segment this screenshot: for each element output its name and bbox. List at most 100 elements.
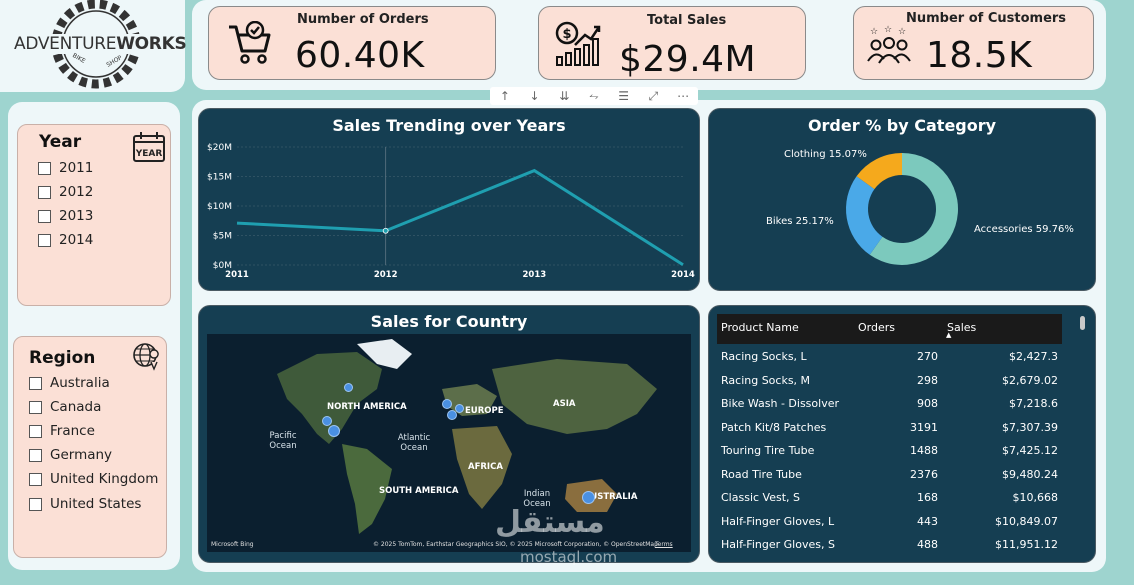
map-bubble-canada[interactable] bbox=[344, 383, 353, 392]
y-tick-label: $15M bbox=[207, 173, 232, 183]
expand-hierarchy-icon[interactable]: ⥊ bbox=[589, 88, 599, 103]
region-option-canada[interactable]: Canada bbox=[29, 398, 101, 416]
region-option-australia[interactable]: Australia bbox=[29, 374, 110, 392]
cell-orders: 908 bbox=[917, 397, 938, 410]
map-bubble-us-west[interactable] bbox=[322, 416, 332, 426]
y-tick-label: $5M bbox=[213, 232, 232, 242]
region-option-united-kingdom[interactable]: United Kingdom bbox=[29, 470, 158, 488]
cell-orders: 168 bbox=[917, 491, 938, 504]
column-header-sales[interactable]: Sales bbox=[947, 321, 977, 334]
map-bubble-us[interactable] bbox=[328, 425, 340, 437]
kpi-card-customers[interactable]: ☆ ☆ ☆ Number of Customers 18.5K bbox=[853, 6, 1094, 80]
year-option-2014[interactable]: 2014 bbox=[38, 231, 93, 249]
year-option-2013[interactable]: 2013 bbox=[38, 207, 93, 225]
region-option-germany[interactable]: Germany bbox=[29, 446, 112, 464]
kpi-card-orders[interactable]: Number of Orders 60.40K bbox=[208, 6, 496, 80]
region-slicer: Region Australia Canada France Germany U… bbox=[13, 336, 167, 558]
filter-icon[interactable]: ☰ bbox=[618, 89, 630, 103]
column-header-orders[interactable]: Orders bbox=[858, 321, 895, 334]
region-option-france[interactable]: France bbox=[29, 422, 95, 440]
more-options-icon[interactable]: ⋯ bbox=[677, 89, 690, 103]
donut-label-accessories: Accessories 59.76% bbox=[974, 224, 1074, 235]
map-bubble-uk[interactable] bbox=[442, 399, 452, 409]
column-header-product[interactable]: Product Name bbox=[721, 321, 799, 334]
map-label-australia: AUSTRALIA bbox=[584, 492, 638, 502]
checkbox[interactable] bbox=[38, 185, 51, 199]
map-label-asia: ASIA bbox=[553, 399, 576, 409]
category-donut-chart[interactable]: Order % by Category Clothing 15.07% Bike… bbox=[708, 108, 1096, 291]
cell-product: Patch Kit/8 Patches bbox=[721, 420, 827, 434]
sales-map[interactable]: NORTH AMERICA EUROPE ASIA AFRICA SOUTH A… bbox=[207, 334, 691, 552]
calendar-year-icon: YEAR bbox=[132, 131, 166, 167]
checkbox[interactable] bbox=[29, 497, 42, 511]
x-tick-label: 2012 bbox=[374, 270, 398, 280]
table-row[interactable]: Classic Vest, S 168 $10,668 bbox=[717, 487, 1062, 510]
table-row[interactable]: Half-Finger Gloves, S 488 $11,951.12 bbox=[717, 534, 1062, 557]
donut-slice-accessories[interactable] bbox=[869, 153, 958, 265]
table-scrollbar-track[interactable] bbox=[1080, 316, 1085, 552]
checkbox[interactable] bbox=[29, 376, 42, 390]
cell-sales: $2,427.3 bbox=[1009, 350, 1058, 363]
category-donut-title: Order % by Category bbox=[807, 116, 997, 135]
arrow-up-icon[interactable]: ↑ bbox=[499, 89, 510, 103]
map-label-africa: AFRICA bbox=[468, 462, 503, 472]
donut-slice-bikes[interactable] bbox=[846, 176, 883, 255]
cell-orders: 3191 bbox=[910, 420, 938, 434]
kpi-sales-title: Total Sales bbox=[647, 13, 727, 28]
cell-product: Half-Finger Gloves, L bbox=[721, 514, 835, 528]
cell-sales: $2,679.02 bbox=[1002, 373, 1058, 387]
region-option-united-states[interactable]: United States bbox=[29, 495, 141, 513]
table-scrollbar-thumb[interactable] bbox=[1080, 316, 1085, 330]
cell-sales: $7,307.39 bbox=[1002, 420, 1058, 434]
cell-orders: 443 bbox=[917, 514, 938, 528]
map-terms-link[interactable]: Terms bbox=[655, 541, 673, 548]
cell-orders: 488 bbox=[917, 538, 938, 551]
year-option-2012[interactable]: 2012 bbox=[38, 183, 93, 201]
table-row[interactable]: Racing Socks, L 270 $2,427.3 bbox=[717, 346, 1062, 369]
table-row[interactable]: Road Tire Tube 2376 $9,480.24 bbox=[717, 464, 1062, 487]
map-bubble-australia[interactable] bbox=[582, 491, 595, 504]
brand-name-part1: ADVENTURE bbox=[14, 34, 117, 54]
kpi-sales-value: $29.4M bbox=[619, 39, 757, 80]
kpi-card-sales[interactable]: $ Total Sales $29.4M bbox=[538, 6, 806, 80]
region-option-label: Canada bbox=[50, 399, 102, 415]
double-arrow-down-icon[interactable]: ⇊ bbox=[559, 89, 570, 103]
y-tick-label: $0M bbox=[213, 261, 232, 271]
checkbox[interactable] bbox=[29, 400, 42, 414]
map-bubble-germany[interactable] bbox=[455, 404, 464, 413]
x-tick-label: 2013 bbox=[522, 270, 546, 280]
year-option-label: 2013 bbox=[59, 208, 94, 224]
checkbox[interactable] bbox=[29, 472, 42, 486]
category-donut-plot bbox=[846, 153, 958, 265]
table-row[interactable]: Patch Kit/8 Patches 3191 $7,307.39 bbox=[717, 417, 1062, 440]
donut-slice-clothing[interactable] bbox=[856, 153, 902, 190]
table-row[interactable]: Racing Socks, M 298 $2,679.02 bbox=[717, 370, 1062, 393]
table-row[interactable]: Bike Wash - Dissolver 908 $7,218.6 bbox=[717, 393, 1062, 416]
map-label-north-america: NORTH AMERICA bbox=[327, 402, 407, 412]
year-option-label: 2011 bbox=[59, 160, 94, 176]
checkbox[interactable] bbox=[38, 209, 51, 223]
year-slicer-title: Year bbox=[39, 132, 82, 152]
checkbox[interactable] bbox=[29, 448, 42, 462]
checkbox[interactable] bbox=[38, 233, 51, 247]
hover-point bbox=[382, 227, 389, 234]
svg-text:☆: ☆ bbox=[898, 27, 906, 37]
focus-mode-icon[interactable]: ⤢ bbox=[648, 88, 659, 103]
table-row[interactable]: Half-Finger Gloves, L 443 $10,849.07 bbox=[717, 511, 1062, 534]
checkbox[interactable] bbox=[38, 161, 51, 175]
table-row[interactable]: Touring Tire Tube 1488 $7,425.12 bbox=[717, 440, 1062, 463]
kpi-customers-title: Number of Customers bbox=[906, 11, 1067, 26]
cell-product: Touring Tire Tube bbox=[721, 444, 815, 457]
cell-orders: 298 bbox=[917, 373, 938, 387]
customers-icon: ☆ ☆ ☆ bbox=[866, 25, 912, 71]
map-label-south-america: SOUTH AMERICA bbox=[379, 486, 459, 496]
checkbox[interactable] bbox=[29, 424, 42, 438]
arrow-down-icon[interactable]: ↓ bbox=[529, 89, 540, 103]
sales-map-title: Sales for Country bbox=[370, 312, 528, 331]
world-map-land bbox=[277, 339, 657, 534]
map-provider-logo: Microsoft Bing bbox=[211, 541, 254, 548]
year-option-2011[interactable]: 2011 bbox=[38, 159, 93, 177]
sales-trend-chart[interactable]: Sales Trending over Years $20M $15M $10M $5… bbox=[198, 108, 700, 291]
map-bubble-france[interactable] bbox=[447, 410, 457, 420]
product-table-header: Product Name Orders Sales ▲ bbox=[717, 314, 1062, 344]
